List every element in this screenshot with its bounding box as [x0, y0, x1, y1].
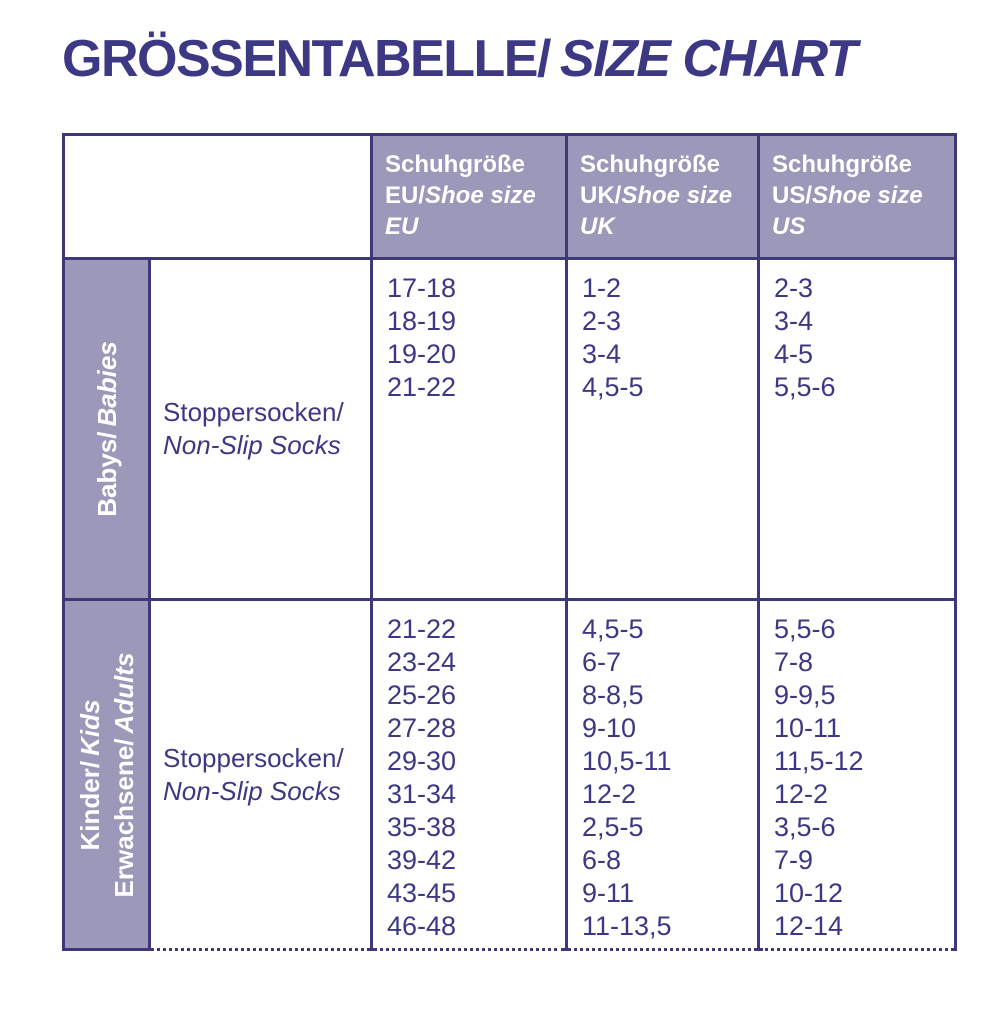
size-value: 4,5-5	[582, 372, 644, 402]
size-value: 43-45	[387, 878, 457, 908]
product-cell-kids-adults: Stoppersocken/ Non-Slip Socks	[148, 598, 373, 951]
size-value: 18-19	[387, 306, 457, 336]
sizes-uk-babies: 1-2 2-3 3-4 4,5-5	[565, 257, 760, 601]
size-value: 21-22	[387, 372, 457, 402]
size-value: 21-22	[387, 614, 457, 644]
size-value: 39-42	[387, 845, 457, 875]
size-value: 3,5-6	[774, 812, 836, 842]
size-value: 3-4	[774, 306, 814, 336]
size-list-us: 5,5-6 7-8 9-9,5 10-11 11,5-12 12-2 3,5-6 7-9 10-…	[774, 613, 946, 943]
category-english: Adults	[108, 652, 139, 733]
size-value: 23-24	[387, 647, 457, 677]
size-value: 12-2	[582, 779, 637, 809]
size-value: 7-8	[774, 647, 814, 677]
category-german: Kinder/	[74, 760, 105, 850]
column-header-us: Schuhgröße US/Shoe size US	[757, 133, 957, 260]
column-header-us-english: Shoe size US	[772, 182, 923, 240]
size-value: 6-7	[582, 647, 622, 677]
size-value: 5,5-6	[774, 614, 836, 644]
size-value: 35-38	[387, 812, 457, 842]
column-header-uk-english: Shoe size UK	[580, 182, 733, 240]
size-value: 4-5	[774, 339, 814, 369]
size-value: 1-2	[582, 273, 622, 303]
row-group-kids-adults: Kinder/Kids Erwachsene/Adults Stoppersock…	[62, 598, 957, 951]
page-title-english: SIZE CHART	[559, 30, 858, 88]
size-value: 5,5-6	[774, 372, 836, 402]
size-value: 12-2	[774, 779, 829, 809]
size-value: 19-20	[387, 339, 457, 369]
size-value: 11,5-12	[774, 746, 864, 776]
column-header-uk-german: Schuhgröße UK/	[580, 151, 721, 209]
size-value: 2-3	[582, 306, 622, 336]
size-value: 25-26	[387, 680, 457, 710]
category-german: Babys/	[91, 431, 122, 517]
category-cell-babies: Babys/Babies	[62, 257, 151, 601]
column-header-us-german: Schuhgröße US/	[772, 151, 913, 209]
size-value: 2,5-5	[582, 812, 644, 842]
category-line: Kinder/Kids	[73, 652, 107, 897]
size-value: 9-9,5	[774, 680, 836, 710]
category-english: Babies	[91, 341, 122, 427]
size-value: 9-10	[582, 713, 637, 743]
category-german: Erwachsene/	[108, 737, 139, 897]
size-value: 8-8,5	[582, 680, 644, 710]
category-label-kids-adults: Kinder/Kids Erwachsene/Adults	[73, 652, 141, 897]
product-name-english: Non-Slip Socks	[163, 775, 341, 806]
size-value: 11-13,5	[582, 911, 672, 941]
column-header-eu: Schuhgröße EU/Shoe size EU	[370, 133, 568, 260]
size-value: 27-28	[387, 713, 457, 743]
corner-empty-cell	[62, 133, 373, 260]
size-value: 17-18	[387, 273, 457, 303]
size-value: 9-11	[582, 878, 635, 908]
size-value: 10,5-11	[582, 746, 672, 776]
column-header-uk: Schuhgröße UK/Shoe size UK	[565, 133, 760, 260]
size-list-us: 2-3 3-4 4-5 5,5-6	[774, 272, 946, 404]
size-list-uk: 1-2 2-3 3-4 4,5-5	[582, 272, 749, 404]
size-value: 10-12	[774, 878, 844, 908]
sizes-eu-kids-adults: 21-22 23-24 25-26 27-28 29-30 31-34 35-38 39-42…	[370, 598, 568, 951]
size-value: 29-30	[387, 746, 457, 776]
row-group-babies: Babys/Babies Stoppersocken/ Non-Slip Soc…	[62, 257, 957, 601]
product-cell-babies: Stoppersocken/ Non-Slip Socks	[148, 257, 373, 601]
category-line: Erwachsene/Adults	[107, 652, 141, 897]
size-value: 4,5-5	[582, 614, 644, 644]
size-value: 6-8	[582, 845, 622, 875]
size-value: 46-48	[387, 911, 457, 941]
page-title-german: GRÖSSENTABELLE/	[62, 30, 551, 88]
size-list-eu: 17-18 18-19 19-20 21-22	[387, 272, 557, 404]
sizes-us-babies: 2-3 3-4 4-5 5,5-6	[757, 257, 957, 601]
column-header-eu-english: Shoe size EU	[385, 182, 536, 240]
page-title: GRÖSSENTABELLE/SIZE CHART	[62, 30, 858, 88]
size-chart-table: Schuhgröße EU/Shoe size EU Schuhgröße UK…	[62, 133, 957, 951]
product-name-german: Stoppersocken/	[163, 397, 344, 427]
category-label-babies: Babys/Babies	[90, 341, 124, 517]
sizes-uk-kids-adults: 4,5-5 6-7 8-8,5 9-10 10,5-11 12-2 2,5-5 6-8 9-11…	[565, 598, 760, 951]
category-line: Babys/Babies	[90, 341, 124, 517]
product-name-german: Stoppersocken/	[163, 742, 344, 773]
product-name-english: Non-Slip Socks	[163, 430, 341, 460]
category-cell-kids-adults: Kinder/Kids Erwachsene/Adults	[62, 598, 151, 951]
size-value: 31-34	[387, 779, 457, 809]
size-value: 12-14	[774, 911, 844, 941]
header-row: Schuhgröße EU/Shoe size EU Schuhgröße UK…	[62, 133, 957, 260]
size-value: 2-3	[774, 273, 814, 303]
size-value: 3-4	[582, 339, 622, 369]
sizes-eu-babies: 17-18 18-19 19-20 21-22	[370, 257, 568, 601]
sizes-us-kids-adults: 5,5-6 7-8 9-9,5 10-11 11,5-12 12-2 3,5-6 7-9 10-…	[757, 598, 957, 951]
size-list-uk: 4,5-5 6-7 8-8,5 9-10 10,5-11 12-2 2,5-5 6-8 9-11…	[582, 613, 749, 943]
size-value: 7-9	[774, 845, 814, 875]
category-english: Kids	[74, 699, 105, 756]
size-value: 10-11	[774, 713, 842, 743]
size-list-eu: 21-22 23-24 25-26 27-28 29-30 31-34 35-38 39-42…	[387, 613, 557, 943]
column-header-eu-german: Schuhgröße EU/	[385, 151, 526, 209]
